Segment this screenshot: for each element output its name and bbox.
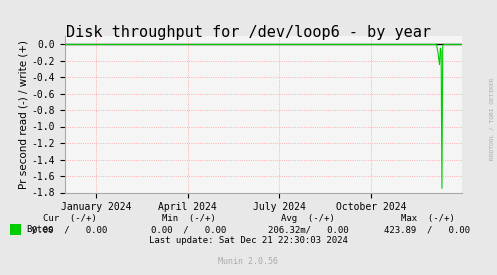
Text: Avg  (-/+): Avg (-/+)	[281, 214, 335, 223]
Y-axis label: Pr second read (-) / write (+): Pr second read (-) / write (+)	[18, 40, 29, 189]
Text: Disk throughput for /dev/loop6 - by year: Disk throughput for /dev/loop6 - by year	[66, 25, 431, 40]
Text: Last update: Sat Dec 21 22:30:03 2024: Last update: Sat Dec 21 22:30:03 2024	[149, 236, 348, 245]
Text: RRDTOOL / TOBI OETIKER: RRDTOOL / TOBI OETIKER	[490, 77, 495, 160]
Text: 0.00  /   0.00: 0.00 / 0.00	[151, 226, 227, 234]
Text: 0.00  /   0.00: 0.00 / 0.00	[32, 226, 107, 234]
Text: Max  (-/+): Max (-/+)	[401, 214, 454, 223]
Text: Munin 2.0.56: Munin 2.0.56	[219, 257, 278, 266]
Text: 206.32m/   0.00: 206.32m/ 0.00	[268, 226, 348, 234]
Text: Min  (-/+): Min (-/+)	[162, 214, 216, 223]
Text: Bytes: Bytes	[26, 225, 53, 234]
Text: 423.89  /   0.00: 423.89 / 0.00	[384, 226, 471, 234]
Text: Cur  (-/+): Cur (-/+)	[43, 214, 96, 223]
